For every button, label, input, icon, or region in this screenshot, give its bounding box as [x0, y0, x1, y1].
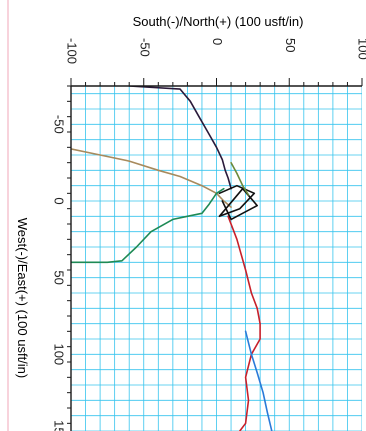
series-line-3	[71, 187, 225, 264]
x-axis-title: South(-)/North(+) (100 usft/in)	[133, 14, 304, 29]
series-line-1	[128, 86, 232, 190]
series-line-5	[244, 330, 273, 431]
series-line-4	[227, 215, 261, 431]
x-tick-label: -50	[137, 38, 152, 57]
series-line-6	[218, 184, 259, 221]
y-tick-label: 0	[52, 197, 67, 204]
y-tick-label: -50	[52, 115, 67, 134]
y-tick-label: 50	[52, 270, 67, 284]
x-tick-label: -100	[65, 38, 80, 64]
series-line-7	[230, 161, 250, 196]
y-axis-title: West(-)/East(+) (100 usft/in)	[15, 218, 30, 379]
x-tick-label: 0	[210, 38, 225, 45]
series-line-2	[71, 148, 232, 208]
x-tick-label: 100	[356, 38, 366, 60]
plot-area	[71, 86, 362, 431]
y-tick-label: 100	[52, 343, 67, 365]
x-tick-label: 50	[283, 38, 298, 52]
y-tick-label: 150	[52, 420, 67, 431]
